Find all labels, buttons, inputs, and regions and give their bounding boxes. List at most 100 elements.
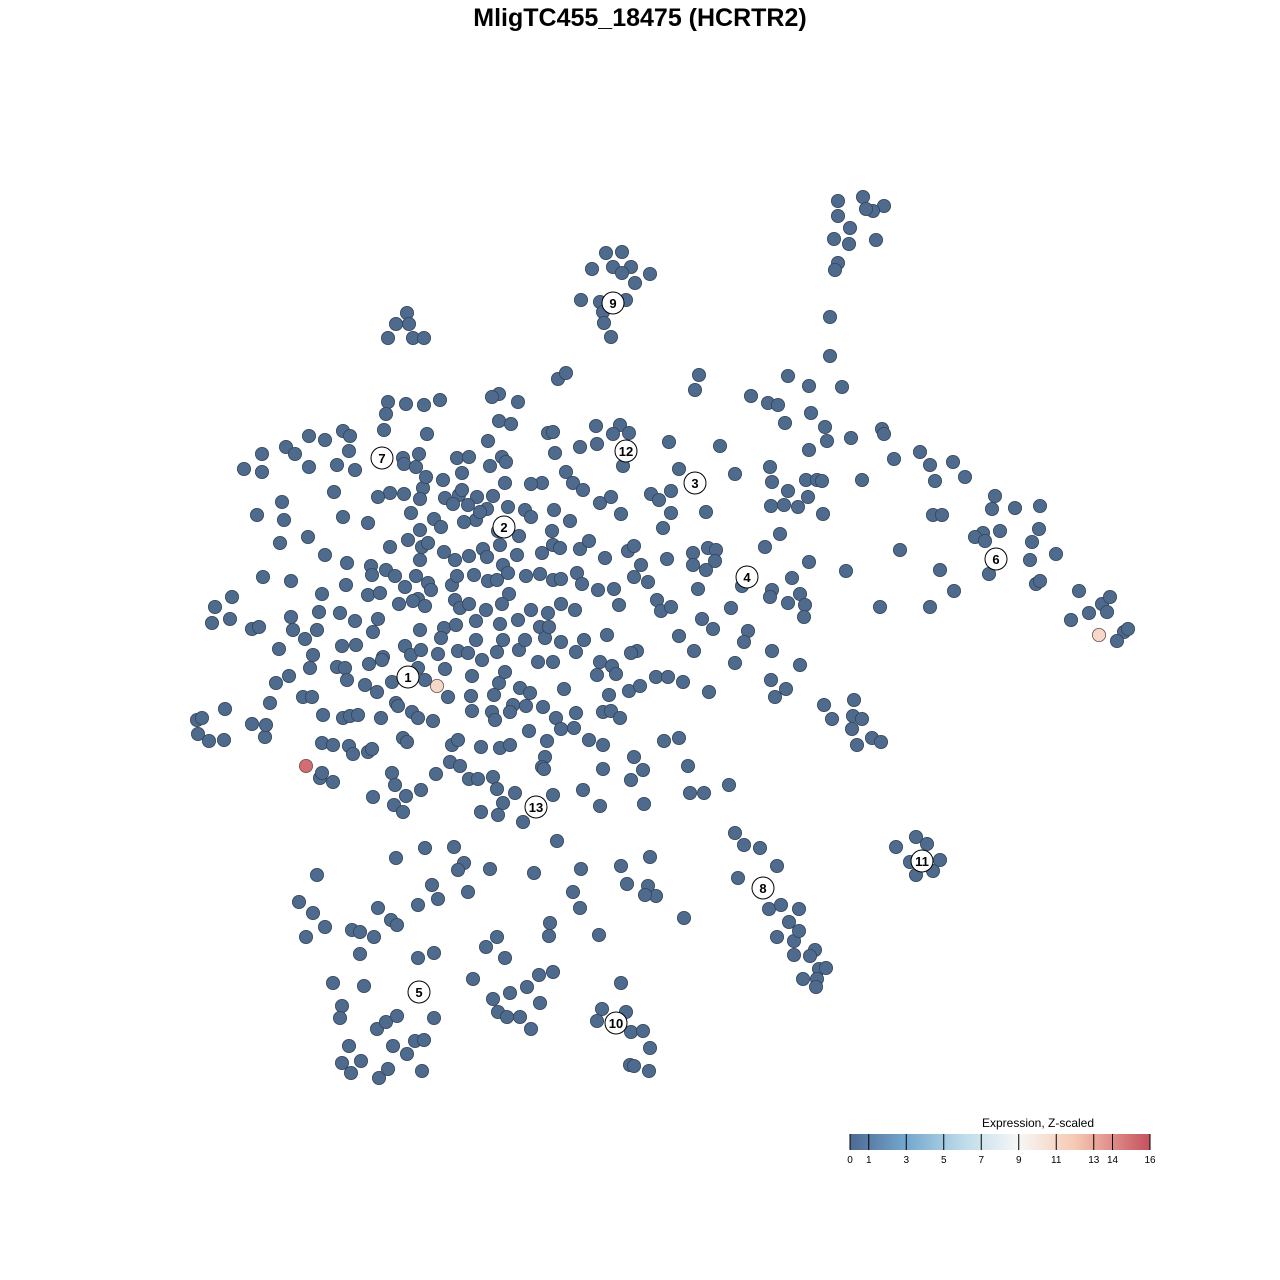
data-point bbox=[499, 1010, 514, 1025]
data-point bbox=[485, 488, 500, 503]
data-point bbox=[576, 482, 591, 497]
data-point bbox=[590, 436, 605, 451]
data-point bbox=[843, 220, 858, 235]
data-point bbox=[518, 633, 533, 648]
data-point bbox=[627, 570, 642, 585]
data-point bbox=[920, 837, 935, 852]
data-point bbox=[217, 702, 232, 717]
data-point bbox=[489, 930, 504, 945]
data-point bbox=[449, 450, 464, 465]
data-point bbox=[309, 623, 324, 638]
legend-tick-label: 3 bbox=[903, 1155, 909, 1166]
data-point bbox=[334, 1056, 349, 1071]
data-point bbox=[765, 474, 780, 489]
data-point bbox=[305, 648, 320, 663]
data-point bbox=[820, 433, 835, 448]
data-point bbox=[557, 682, 572, 697]
data-point bbox=[567, 721, 582, 736]
data-point bbox=[1100, 605, 1115, 620]
data-point bbox=[593, 655, 608, 670]
data-point bbox=[342, 428, 357, 443]
color-legend: Expression, Z-scaled 0 1 3 5 7 9 11 13 14 16 bbox=[847, 1116, 1156, 1166]
data-point bbox=[418, 469, 433, 484]
data-point bbox=[831, 193, 846, 208]
data-point bbox=[314, 587, 329, 602]
data-point bbox=[600, 628, 615, 643]
data-point bbox=[585, 261, 600, 276]
legend-tick-label: 16 bbox=[1144, 1155, 1156, 1166]
data-point bbox=[802, 442, 817, 457]
data-point bbox=[497, 665, 512, 680]
data-point bbox=[513, 1010, 528, 1025]
data-point bbox=[204, 616, 219, 631]
data-point bbox=[411, 446, 426, 461]
data-point bbox=[614, 976, 629, 991]
data-point bbox=[589, 418, 604, 433]
data-point bbox=[480, 433, 495, 448]
data-point bbox=[765, 644, 780, 659]
cluster-label: 9 bbox=[609, 296, 616, 311]
data-point bbox=[662, 434, 677, 449]
data-point bbox=[1025, 535, 1040, 550]
data-point bbox=[642, 1064, 657, 1079]
data-point bbox=[502, 738, 517, 753]
data-point bbox=[568, 603, 583, 618]
data-point bbox=[781, 483, 796, 498]
data-point bbox=[681, 759, 696, 774]
data-point bbox=[575, 577, 590, 592]
data-point bbox=[332, 606, 347, 621]
data-point bbox=[777, 497, 792, 512]
data-point bbox=[478, 940, 493, 955]
data-point bbox=[495, 796, 510, 811]
legend-tick-label: 13 bbox=[1088, 1155, 1100, 1166]
data-point bbox=[634, 558, 649, 573]
data-point bbox=[487, 713, 502, 728]
data-point bbox=[827, 231, 842, 246]
data-point bbox=[482, 458, 497, 473]
data-point bbox=[472, 504, 487, 519]
data-point bbox=[569, 645, 584, 660]
data-point bbox=[378, 406, 393, 421]
data-point bbox=[909, 830, 924, 845]
data-point bbox=[494, 597, 509, 612]
data-point bbox=[285, 623, 300, 638]
data-point bbox=[463, 689, 478, 704]
legend-tick-label: 1 bbox=[866, 1155, 872, 1166]
data-point bbox=[770, 859, 785, 874]
data-point bbox=[360, 516, 375, 531]
data-point bbox=[461, 597, 476, 612]
data-point bbox=[410, 951, 425, 966]
legend-colorbar bbox=[850, 1134, 1150, 1150]
data-point bbox=[590, 668, 605, 683]
data-point bbox=[332, 1011, 347, 1026]
data-point bbox=[744, 388, 759, 403]
data-point bbox=[465, 972, 480, 987]
data-point bbox=[370, 612, 385, 627]
data-point bbox=[502, 705, 517, 720]
legend-tick-label: 7 bbox=[978, 1155, 984, 1166]
data-point bbox=[691, 582, 706, 597]
data-point bbox=[301, 428, 316, 443]
legend-tick-label: 11 bbox=[1051, 1155, 1062, 1166]
data-point bbox=[283, 610, 298, 625]
data-point bbox=[382, 540, 397, 555]
data-point bbox=[797, 610, 812, 625]
data-point bbox=[559, 464, 574, 479]
data-point bbox=[510, 613, 525, 628]
data-point bbox=[380, 330, 395, 345]
data-point bbox=[380, 394, 395, 409]
data-point bbox=[877, 426, 892, 441]
data-point bbox=[553, 541, 568, 556]
data-point bbox=[495, 633, 510, 648]
cluster-label: 4 bbox=[743, 570, 751, 585]
data-point bbox=[509, 548, 524, 563]
data-point bbox=[828, 262, 843, 277]
data-point bbox=[656, 521, 671, 536]
data-point bbox=[542, 620, 557, 635]
data-point bbox=[524, 476, 539, 491]
data-point bbox=[391, 597, 406, 612]
data-point bbox=[491, 676, 506, 691]
data-point bbox=[576, 783, 591, 798]
data-point bbox=[978, 534, 993, 549]
data-point bbox=[946, 454, 961, 469]
